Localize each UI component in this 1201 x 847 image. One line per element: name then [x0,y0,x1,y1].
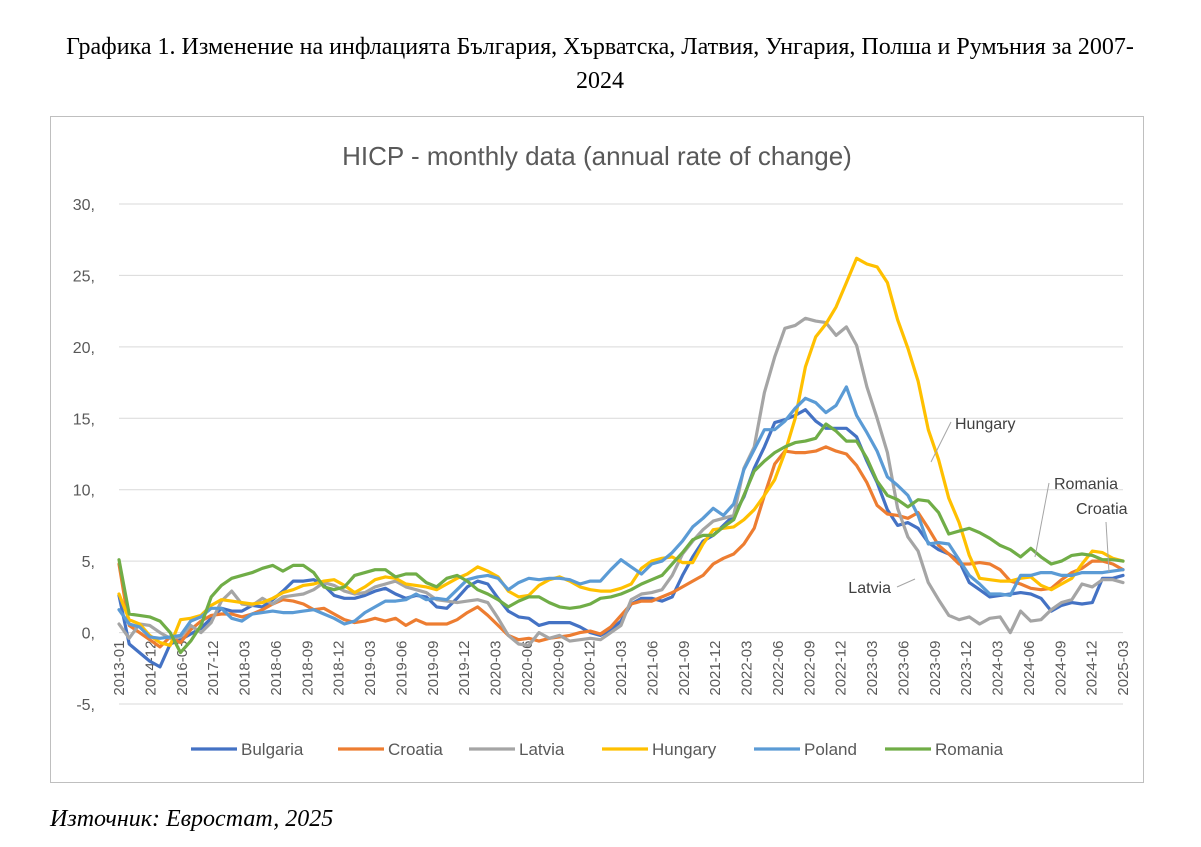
chart-container: HICP - monthly data (annual rate of chan… [50,116,1144,783]
x-tick-label: 2021-12 [707,641,724,696]
y-tick-label: 25, [73,268,95,285]
annotations: Hungary Romania Croatia Latvia [848,416,1127,597]
x-tick-label: 2018-06 [268,641,285,696]
legend-label-croatia: Croatia [388,740,443,759]
legend-label-romania: Romania [935,740,1004,759]
x-tick-label: 2019-12 [456,641,473,696]
x-tick-label: 2024-03 [990,641,1007,696]
gridlines [119,203,1123,705]
annotation-leader [1105,521,1110,573]
x-tick-label: 2020-09 [550,641,567,696]
x-tick-label: 2021-03 [613,641,630,696]
x-tick-label: 2023-09 [927,641,944,696]
y-tick-label: 5, [82,554,95,571]
series-line-croatia [117,445,1125,649]
annotation-hungary: Hungary [955,416,1015,433]
x-tick-label: 2022-06 [770,641,787,696]
annotation-leader [930,421,952,463]
y-tick-label: -5, [76,697,95,714]
legend-label-poland: Poland [804,740,857,759]
x-tick-label: 2021-06 [644,641,661,696]
series-line-poland [117,385,1125,640]
x-tick-label: 2024-09 [1052,641,1069,696]
hicp-line-chart: HICP - monthly data (annual rate of chan… [73,141,1132,759]
source-note: Източник: Евростат, 2025 [50,806,334,832]
x-tick-label: 2022-03 [739,641,756,696]
x-tick-label: 2016-03 [174,641,191,696]
x-tick-label: 2023-06 [895,641,912,696]
x-tick-label: 2020-06 [519,641,536,696]
x-tick-label: 2025-03 [1115,641,1132,696]
series-lines [117,256,1125,669]
x-tick-label: 2024-06 [1021,641,1038,696]
x-tick-label: 2018-12 [331,641,348,696]
annotation-leader [1034,482,1050,558]
x-tick-label: 2023-03 [864,641,881,696]
series-line-bulgaria [117,408,1125,669]
chart-title: HICP - monthly data (annual rate of chan… [342,141,852,171]
x-tick-label: 2014-12 [142,641,159,696]
series-line-latvia [117,316,1125,647]
x-tick-label: 2019-09 [425,641,442,696]
x-tick-label: 2024-12 [1084,641,1101,696]
y-tick-label: 10, [73,483,95,500]
annotation-romania: Romania [1054,476,1118,493]
x-tick-label: 2020-03 [488,641,505,696]
x-tick-label: 2018-09 [299,641,316,696]
legend: Bulgaria Croatia Latvia Hungary Poland Romani… [191,740,1004,759]
legend-label-hungary: Hungary [652,740,717,759]
y-tick-label: 20, [73,340,95,357]
y-tick-label: 0, [82,626,95,643]
x-tick-label: 2020-12 [582,641,599,696]
x-tick-label: 2017-12 [205,641,222,696]
annotation-leader [896,578,916,588]
x-axis-ticks: 2013-01 2014-12 2016-03 2017-12 2018-03 2018-… [111,641,1132,696]
x-tick-label: 2019-06 [393,641,410,696]
y-axis-ticks: 30, 25, 20, 15, 10, 5, 0, -5, [73,197,95,714]
annotation-latvia: Latvia [848,580,891,597]
x-tick-label: 2018-03 [237,641,254,696]
y-tick-label: 30, [73,197,95,214]
y-tick-label: 15, [73,411,95,428]
x-tick-label: 2022-09 [801,641,818,696]
x-tick-label: 2021-09 [676,641,693,696]
x-tick-label: 2019-03 [362,641,379,696]
series-line-hungary [117,256,1125,647]
x-tick-label: 2023-12 [958,641,975,696]
legend-label-bulgaria: Bulgaria [241,740,304,759]
annotation-croatia: Croatia [1076,501,1128,518]
legend-label-latvia: Latvia [519,740,565,759]
document-title: Графика 1. Изменение на инфлацията Бълга… [66,34,1134,94]
x-tick-label: 2022-12 [833,641,850,696]
series-line-romania [117,422,1125,655]
x-tick-label: 2013-01 [111,641,128,696]
